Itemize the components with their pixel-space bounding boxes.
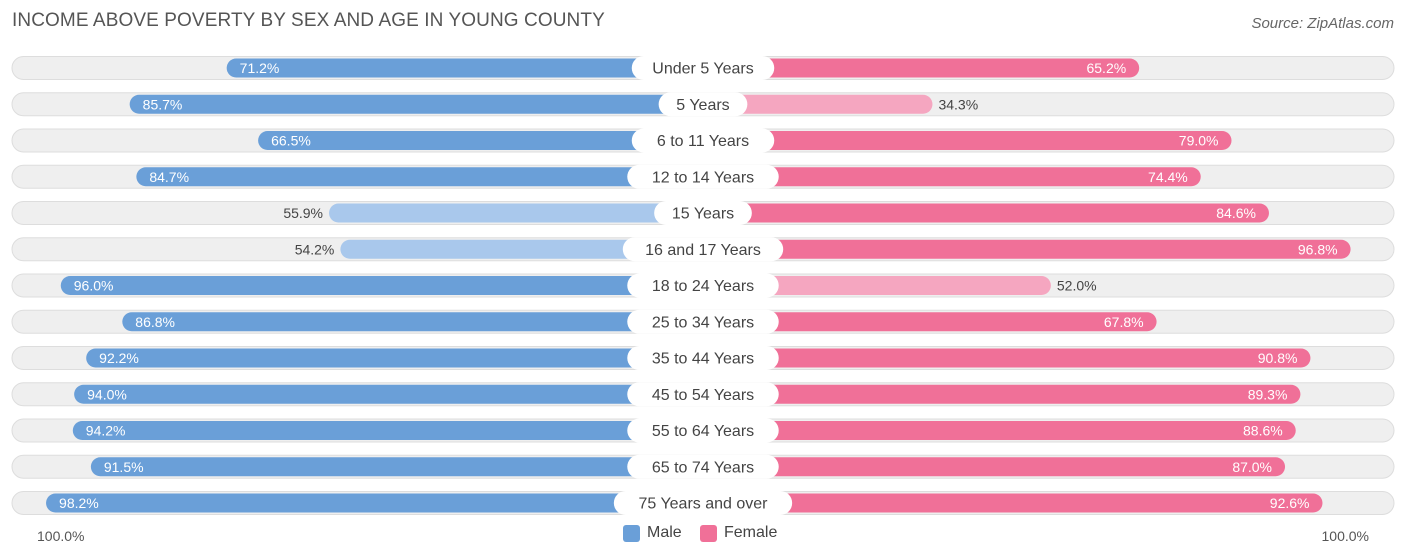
legend-label-female: Female [724,524,778,541]
male-bar [329,203,703,223]
category-pill [613,491,793,515]
category-label: 6 to 11 Years [657,133,749,150]
female-bar [703,94,933,114]
category-label: 16 and 17 Years [645,242,761,259]
male-value-label: 55.9% [283,205,323,221]
male-value-label: 66.5% [271,133,311,149]
male-value-label: 85.7% [143,96,183,112]
male-value-label: 54.2% [295,241,335,257]
male-bar [340,239,703,259]
male-bar [90,457,704,477]
category-label: 45 to 54 Years [652,387,754,404]
legend-label-male: Male [647,524,682,541]
category-pill [627,382,779,407]
female-bar [703,58,1140,78]
male-value-label: 71.2% [240,60,280,76]
female-value-label: 88.6% [1243,423,1283,439]
category-pill [631,56,775,80]
category-label: 65 to 74 Years [652,459,754,476]
category-label: 15 Years [672,206,734,223]
male-value-label: 96.0% [74,278,114,294]
female-value-label: 65.2% [1086,60,1126,76]
male-bar [72,421,703,440]
category-pill [627,309,779,334]
female-value-label: 90.8% [1258,350,1298,366]
category-label: 18 to 24 Years [652,278,754,295]
male-value-label: 98.2% [59,495,99,511]
female-value-label: 87.0% [1232,459,1272,475]
male-bar [86,348,703,368]
female-value-label: 67.8% [1104,314,1144,330]
category-label: 55 to 64 Years [652,423,754,440]
female-bar [703,348,1311,368]
male-bar [74,384,703,404]
chart-title: INCOME ABOVE POVERTY BY SEX AND AGE IN Y… [12,10,605,31]
category-label: 5 Years [676,97,729,114]
female-value-label: 89.3% [1248,386,1288,402]
female-bar [703,384,1301,404]
legend: Male Female [0,524,1406,546]
category-label: 75 Years and over [639,496,769,513]
bar-chart: 71.2% 65.2% Under 5 Years 85.7% 34.3% 5 Years… [11,56,1395,515]
category-pill [631,128,775,153]
female-bar [703,276,1051,295]
male-value-label: 91.5% [104,459,144,475]
category-label: 12 to 14 Years [652,169,754,186]
female-bar [703,312,1157,332]
male-bar [129,94,704,114]
male-value-label: 94.2% [86,423,126,439]
legend-swatch-female [700,524,717,542]
category-pill [627,273,779,298]
female-value-label: 52.0% [1057,278,1097,294]
female-value-label: 92.6% [1270,495,1310,511]
female-value-label: 74.4% [1148,169,1188,185]
category-label: 35 to 44 Years [652,351,754,368]
female-value-label: 79.0% [1179,133,1219,149]
category-pill [627,454,779,479]
category-pill [627,418,779,443]
female-bar [703,457,1286,477]
male-bar [122,312,704,332]
category-pill [658,92,748,117]
male-bar [258,131,703,150]
male-value-label: 92.2% [99,350,139,366]
male-bar [60,276,703,295]
female-bar [703,493,1323,513]
male-value-label: 84.7% [149,169,189,185]
female-value-label: 96.8% [1298,241,1338,257]
category-pill [627,164,779,189]
legend-swatch-male [623,524,640,542]
female-bar [703,421,1296,440]
axis-right-label: 100.0% [1321,528,1369,544]
female-bar [703,167,1201,187]
male-value-label: 86.8% [135,314,175,330]
category-label: 25 to 34 Years [652,314,754,331]
male-bar [136,167,703,187]
legend-item-male: Male [623,524,682,542]
category-pill [654,201,752,225]
legend-item-female: Female [700,524,777,542]
axis-left-label: 100.0% [37,528,85,544]
male-bar [226,58,703,78]
category-pill [627,346,779,370]
female-bar [703,131,1232,150]
female-value-label: 34.3% [938,96,978,112]
male-value-label: 94.0% [87,386,127,402]
female-value-label: 84.6% [1216,205,1256,221]
category-pill [622,237,784,262]
female-bar [703,239,1351,259]
male-bar [46,493,704,513]
category-label: Under 5 Years [652,61,753,78]
female-bar [703,203,1269,223]
source-label: Source: ZipAtlas.com [1251,15,1394,32]
